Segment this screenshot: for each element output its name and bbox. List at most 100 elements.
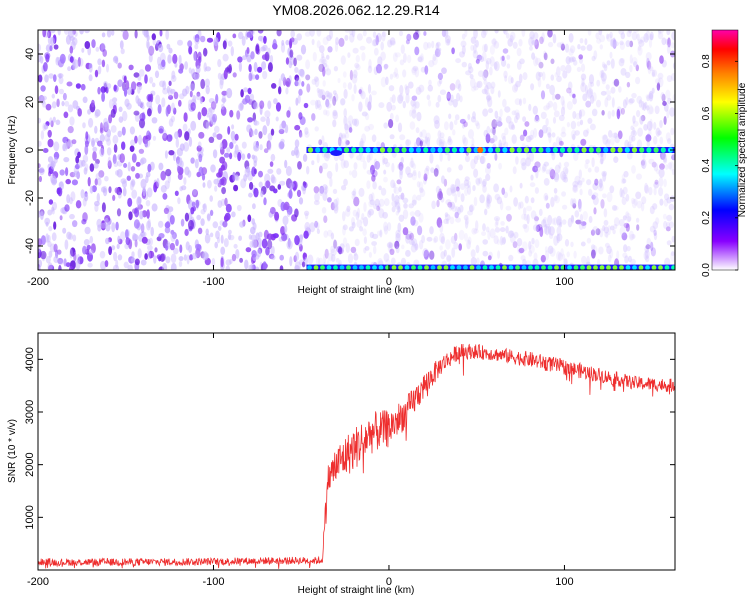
spectrogram-cell: [645, 52, 652, 61]
bottom-band-cell: [638, 265, 644, 270]
spectrogram-cell: [53, 243, 58, 253]
spectrogram-cell: [521, 213, 527, 220]
spectrogram-cell: [645, 105, 650, 111]
spectrogram-cell: [434, 119, 440, 129]
spectrogram-cell: [431, 40, 435, 49]
spectrogram-cell: [394, 240, 400, 250]
spectrogram-cell: [325, 151, 331, 159]
spectrogram-cell: [356, 219, 363, 228]
spectrogram-cell: [553, 110, 560, 118]
spectrogram-cell: [387, 222, 392, 232]
spectrogram-cell: [613, 132, 618, 139]
spectrogram-cell: [342, 82, 347, 89]
spectrogram-cell: [75, 83, 81, 89]
spectrogram-cell: [152, 135, 157, 141]
spectrogram-cell: [435, 101, 440, 108]
spectrogram-cell: [572, 184, 579, 193]
spectrogram-cell: [493, 183, 499, 193]
spectrogram-cell: [268, 253, 275, 260]
spectrogram-cell: [644, 101, 648, 109]
spectrogram-cell: [668, 221, 675, 228]
spectrogram-cell: [131, 180, 136, 186]
spectrogram-cell: [183, 254, 187, 261]
spectrogram-cell: [124, 229, 131, 238]
spectrogram-cell: [558, 162, 562, 169]
spectrogram-cell: [192, 189, 198, 198]
spectrogram-cell: [381, 155, 386, 166]
spectrogram-cell: [57, 187, 63, 197]
spectrogram-cell: [40, 211, 44, 220]
spectrogram-cell: [317, 103, 322, 111]
spectrogram-cell: [217, 59, 222, 68]
spectrogram-cell: [343, 160, 350, 169]
spectrogram-cell: [223, 152, 230, 158]
spectrogram-cell: [318, 139, 323, 146]
spectrogram-cell: [458, 164, 463, 171]
spectrogram-cell: [578, 169, 582, 179]
spectrogram-cell: [58, 259, 64, 265]
colorbar-ticks: 0.00.20.40.60.8: [701, 54, 738, 277]
spectrogram-cell: [626, 245, 631, 252]
spectrogram-cell: [162, 193, 168, 200]
spectrogram-cell: [441, 30, 447, 37]
spectrogram-cell: [486, 194, 492, 204]
spectrogram-cell: [44, 217, 51, 225]
spectrogram-cell: [538, 208, 543, 216]
spectrogram-cell: [62, 92, 67, 101]
spectrogram-cell: [314, 126, 319, 132]
spectrogram-cell: [606, 33, 613, 42]
spectrogram-cell: [184, 131, 190, 141]
spectrogram-cell: [587, 167, 592, 173]
spectrogram-cell: [325, 95, 331, 100]
spectrogram-cell: [363, 216, 369, 227]
spectrogram-cell: [440, 251, 446, 260]
spectrogram-cell: [269, 161, 274, 167]
spectrogram-cell: [504, 106, 511, 113]
spectrogram-cell: [505, 205, 512, 211]
spectrogram-cell: [221, 97, 227, 103]
spectrogram-x-label: Height of straight line (km): [298, 285, 415, 296]
spectrogram-cell: [178, 54, 182, 66]
spectrogram-cell: [205, 66, 211, 72]
spectrogram-cell: [494, 193, 501, 201]
spectrogram-cell: [411, 95, 418, 101]
spectrogram-cell: [134, 135, 138, 144]
spectrogram-cell: [535, 71, 541, 81]
spectrogram-cell: [132, 233, 137, 242]
spectrogram-cell: [69, 116, 75, 126]
spectrogram-cell: [663, 198, 669, 207]
spectrogram-cell: [455, 186, 460, 192]
spectrogram-cell: [492, 135, 498, 142]
spectrogram-cell: [433, 236, 439, 243]
spectrogram-cell: [412, 169, 417, 177]
spectrogram-cell: [72, 220, 78, 228]
spectrogram-cell: [82, 245, 87, 255]
spectrogram-cell: [188, 136, 193, 147]
spectrogram-cell: [572, 203, 577, 209]
spectrogram-cell: [654, 105, 660, 115]
spectrogram-cell: [343, 178, 348, 186]
spectrogram-cell: [130, 81, 137, 91]
spectrogram-cell: [266, 116, 270, 127]
spectrogram-cell: [553, 235, 559, 246]
spectrogram-cell: [577, 179, 583, 188]
spectrogram-cell: [233, 184, 239, 192]
spectrogram-cell: [482, 108, 489, 117]
spectrogram-cell: [579, 109, 586, 117]
spectrogram-cell: [556, 234, 560, 244]
spectrogram-cell: [355, 211, 360, 221]
spectrogram-cell: [276, 30, 282, 37]
spectrogram-cell: [570, 241, 574, 248]
spectrogram-cell: [349, 30, 354, 36]
spectrogram-cell: [212, 113, 218, 123]
spectrogram-cell: [561, 126, 566, 135]
spectrogram-cell: [464, 188, 469, 196]
spectrogram-cell: [234, 175, 240, 181]
spectrogram-cell: [158, 162, 164, 171]
spectrogram-cell: [58, 88, 64, 95]
spectrogram-cell: [544, 195, 549, 201]
signal-cell: [624, 147, 630, 153]
spectrogram-cell: [230, 46, 234, 57]
spectrogram-cell: [363, 247, 367, 254]
